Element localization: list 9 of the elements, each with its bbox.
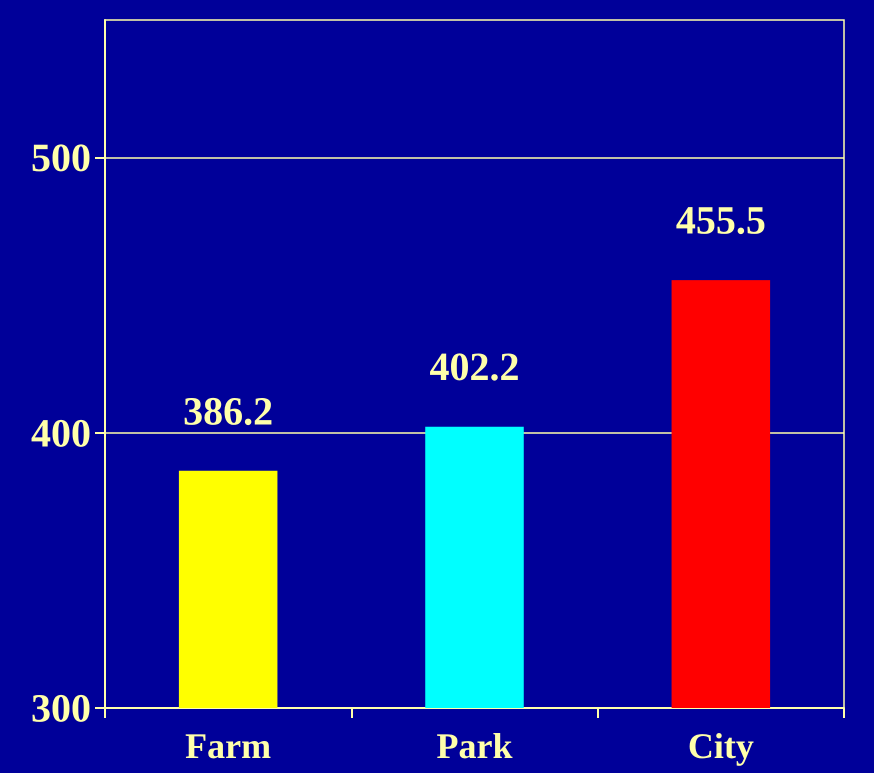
y-tick-label: 500 bbox=[31, 135, 91, 180]
data-label: 455.5 bbox=[676, 198, 766, 243]
x-tick-label: Farm bbox=[185, 726, 272, 766]
y-tick-label: 400 bbox=[31, 410, 91, 456]
y-tick-label: 300 bbox=[31, 686, 91, 730]
data-label: 402.2 bbox=[430, 344, 520, 390]
x-tick-label: Park bbox=[436, 726, 512, 766]
data-label: 386.2 bbox=[183, 388, 274, 434]
x-tick-label: City bbox=[688, 726, 754, 766]
